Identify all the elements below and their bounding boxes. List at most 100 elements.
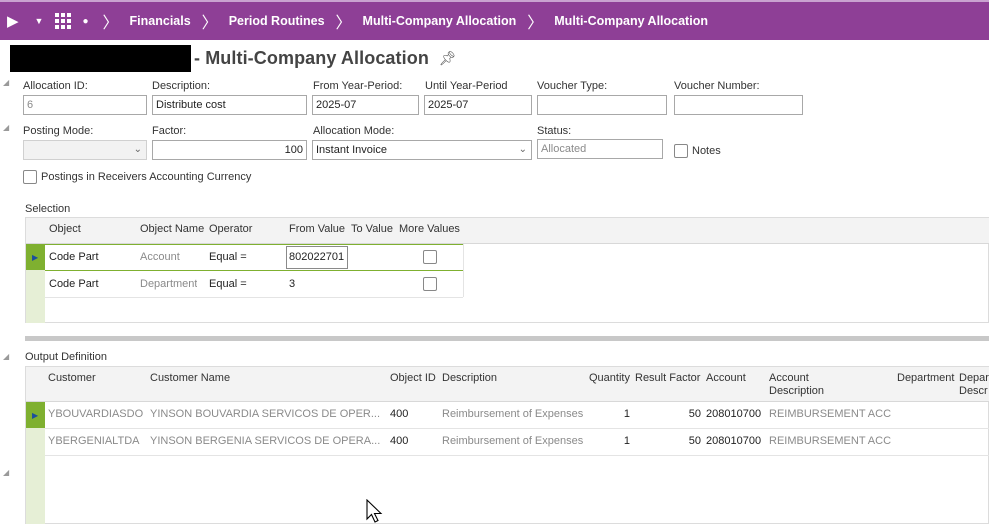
row-indicator-column <box>26 402 45 524</box>
output-cell-customer-name[interactable]: YINSON BERGENIA SERVICOS DE OPERA... <box>150 435 381 447</box>
caret-down-icon[interactable]: ▼ <box>34 16 44 26</box>
allocation-mode-select[interactable]: Instant Invoice ⌄ <box>312 140 532 160</box>
output-cell-object-id[interactable]: 400 <box>390 435 409 447</box>
active-row-indicator[interactable] <box>26 402 45 428</box>
factor-label: Factor: <box>152 125 187 137</box>
status-label: Status: <box>537 125 572 137</box>
header-line: Depar <box>959 372 989 384</box>
page-header: - Multi-Company Allocation 📌︎ <box>10 44 457 72</box>
posting-mode-label: Posting Mode: <box>23 125 94 137</box>
voucher-type-field[interactable] <box>537 95 667 115</box>
chevron-down-icon: ⌄ <box>518 144 527 155</box>
current-row-arrow-icon: ▶ <box>32 253 39 262</box>
selection-cell-object-name[interactable]: Account <box>140 251 180 263</box>
column-header-object[interactable]: Object <box>49 223 81 235</box>
column-header-operator[interactable]: Operator <box>209 223 253 235</box>
output-cell-quantity[interactable]: 1 <box>623 435 630 447</box>
breadcrumb-period-routines[interactable]: Period Routines <box>228 14 325 28</box>
more-values-checkbox[interactable] <box>423 277 437 291</box>
selection-cell-object[interactable]: Code Part <box>49 251 99 263</box>
description-label: Description: <box>152 80 211 92</box>
output-cell-account[interactable]: 208010700 <box>706 435 762 447</box>
allocation-id-field[interactable]: 6 <box>23 95 147 115</box>
allocation-id-label: Allocation ID: <box>23 80 88 92</box>
chevron-right-icon: 〉 <box>527 15 544 32</box>
voucher-number-field[interactable] <box>674 95 803 115</box>
receivers-currency-label[interactable]: Postings in Receivers Accounting Currenc… <box>41 171 252 183</box>
page-title: - Multi-Company Allocation <box>194 47 429 68</box>
column-header-more-values[interactable]: More Values <box>399 223 460 235</box>
notes-label[interactable]: Notes <box>692 145 721 157</box>
factor-field[interactable]: 100 <box>152 140 307 160</box>
collapse-marker-icon[interactable]: ◢ <box>3 78 10 87</box>
breadcrumb-financials[interactable]: Financials <box>129 14 191 28</box>
column-divider <box>463 244 464 297</box>
row-divider <box>45 297 463 298</box>
active-row-border <box>45 270 463 271</box>
voucher-type-label: Voucher Type: <box>537 80 608 92</box>
collapse-marker-icon[interactable]: ◢ <box>3 352 10 361</box>
output-grid-header <box>26 367 989 402</box>
panel-splitter[interactable] <box>25 336 989 341</box>
from-value-input[interactable]: 802022701 <box>286 246 348 269</box>
play-icon[interactable]: ▶ <box>7 13 19 30</box>
column-header-result-factor[interactable]: Result Factor <box>635 372 701 384</box>
column-header-department-description[interactable]: Depar Descr <box>959 372 989 398</box>
description-field[interactable]: Distribute cost <box>152 95 307 115</box>
selection-cell-operator[interactable]: Equal = <box>209 251 247 263</box>
column-header-customer[interactable]: Customer <box>48 372 96 384</box>
selection-cell-operator[interactable]: Equal = <box>209 278 247 290</box>
column-header-from-value[interactable]: From Value <box>289 223 346 235</box>
allocation-mode-label: Allocation Mode: <box>313 125 395 137</box>
until-year-period-field[interactable]: 2025-07 <box>424 95 532 115</box>
collapse-marker-icon[interactable]: ◢ <box>3 468 10 477</box>
selection-cell-object-name[interactable]: Department <box>140 278 198 290</box>
output-cell-customer[interactable]: YBOUVARDIASDO <box>48 408 144 420</box>
output-cell-account-description[interactable]: REIMBURSEMENT ACC <box>769 435 892 447</box>
output-cell-customer-name[interactable]: YINSON BOUVARDIA SERVICOS DE OPER... <box>150 408 381 420</box>
active-row-indicator[interactable] <box>26 244 45 270</box>
column-header-quantity[interactable]: Quantity <box>589 372 630 384</box>
selection-cell-object[interactable]: Code Part <box>49 278 99 290</box>
column-header-object-name[interactable]: Object Name <box>140 223 205 235</box>
output-cell-description[interactable]: Reimbursement of Expenses <box>442 408 584 420</box>
output-cell-result-factor[interactable]: 50 <box>688 408 701 420</box>
app-grid-icon[interactable] <box>55 13 72 29</box>
chevron-right-icon: 〉 <box>102 15 119 32</box>
output-cell-description[interactable]: Reimbursement of Expenses <box>442 435 584 447</box>
breadcrumb-multi-company-allocation[interactable]: Multi-Company Allocation <box>362 14 517 28</box>
chevron-right-icon: 〉 <box>335 15 352 32</box>
output-cell-account-description[interactable]: REIMBURSEMENT ACC <box>769 408 892 420</box>
output-cell-account[interactable]: 208010700 <box>706 408 762 420</box>
column-header-to-value[interactable]: To Value <box>351 223 393 235</box>
header-line: Description <box>769 385 825 397</box>
output-cell-customer[interactable]: YBERGENIALTDA <box>48 435 140 447</box>
status-field[interactable]: Allocated <box>537 139 663 159</box>
selection-cell-from-value[interactable]: 3 <box>289 278 296 290</box>
receivers-currency-checkbox[interactable] <box>23 170 37 184</box>
column-header-account-description[interactable]: Account Description <box>769 372 824 398</box>
notes-checkbox[interactable] <box>674 144 688 158</box>
column-header-customer-name[interactable]: Customer Name <box>150 372 231 384</box>
mouse-pointer-icon <box>366 499 383 523</box>
until-year-period-label: Until Year-Period <box>425 80 508 92</box>
header-line: Descr <box>959 385 988 397</box>
chevron-down-icon: ⌄ <box>133 144 142 155</box>
column-header-department[interactable]: Department <box>897 372 955 384</box>
selection-section-title: Selection <box>25 203 71 215</box>
from-year-period-label: From Year-Period: <box>313 80 403 92</box>
posting-mode-select[interactable]: ⌄ <box>23 140 147 160</box>
header-line: Account <box>769 372 809 384</box>
selection-grid-header <box>26 218 989 244</box>
collapse-marker-icon[interactable]: ◢ <box>3 123 10 132</box>
pin-icon[interactable]: 📌︎ <box>438 49 457 66</box>
output-cell-result-factor[interactable]: 50 <box>688 435 701 447</box>
row-divider <box>45 455 989 456</box>
output-cell-object-id[interactable]: 400 <box>390 408 409 420</box>
more-values-checkbox[interactable] <box>423 250 437 264</box>
output-cell-quantity[interactable]: 1 <box>623 408 630 420</box>
from-year-period-field[interactable]: 2025-07 <box>312 95 419 115</box>
column-header-account[interactable]: Account <box>706 372 746 384</box>
column-header-object-id[interactable]: Object ID <box>390 372 436 384</box>
column-header-description[interactable]: Description <box>442 372 498 384</box>
